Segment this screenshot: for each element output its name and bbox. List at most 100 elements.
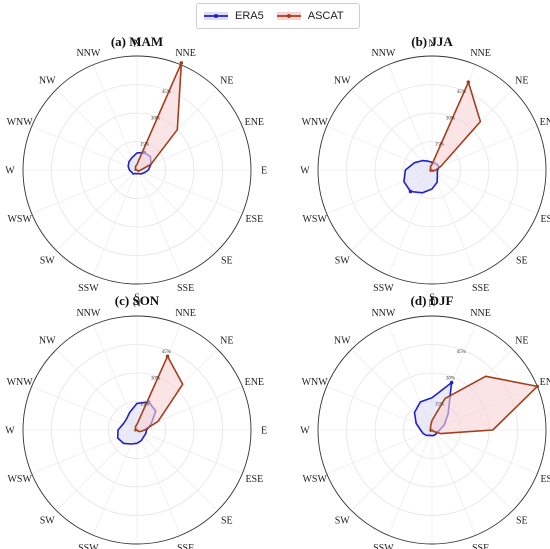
direction-label-n: N xyxy=(428,39,435,50)
direction-label-nnw: NNW xyxy=(76,48,100,59)
direction-label-nw: NW xyxy=(39,336,56,347)
direction-label-ese: ESE xyxy=(245,474,263,485)
direction-label-nne: NNE xyxy=(470,48,491,59)
panel-title: (a) MAM xyxy=(111,34,163,49)
spoke-5 xyxy=(431,429,538,474)
ring-label-2: 45% xyxy=(162,350,171,355)
direction-label-se: SE xyxy=(516,255,528,266)
direction-label-wsw: WSW xyxy=(302,214,327,225)
direction-label-ne: NE xyxy=(515,76,528,87)
direction-label-ese: ESE xyxy=(245,214,263,225)
direction-label-nne: NNE xyxy=(470,308,491,319)
spoke-3 xyxy=(431,126,538,171)
marker-ascat xyxy=(179,61,184,65)
direction-label-e: E xyxy=(261,426,267,437)
direction-label-e: E xyxy=(261,166,267,177)
direction-label-ssw: SSW xyxy=(78,283,99,294)
spoke-15 xyxy=(388,64,433,171)
marker-ascat xyxy=(535,384,540,389)
spoke-5 xyxy=(136,169,243,214)
spoke-13 xyxy=(326,386,433,431)
ring-label-0: 15% xyxy=(140,403,149,408)
spoke-5 xyxy=(136,429,243,474)
series-ascat xyxy=(134,62,183,173)
direction-label-sw: SW xyxy=(40,515,56,526)
ring-label-2: 45% xyxy=(162,90,171,95)
spoke-6 xyxy=(136,169,218,251)
direction-label-nnw: NNW xyxy=(371,48,395,59)
direction-label-ene: ENE xyxy=(540,377,550,388)
spoke-13 xyxy=(31,126,138,171)
direction-label-w: W xyxy=(5,426,15,437)
ring-label-1: 30% xyxy=(151,116,160,121)
direction-label-n: N xyxy=(428,299,435,310)
ring-label-0: 15% xyxy=(140,143,149,148)
direction-label-wsw: WSW xyxy=(302,474,327,485)
legend: ERA5 ASCAT xyxy=(196,3,360,29)
direction-label-sse: SSE xyxy=(472,543,489,549)
ring-label-2: 45% xyxy=(457,350,466,355)
direction-label-nnw: NNW xyxy=(76,308,100,319)
ring-label-1: 30% xyxy=(151,376,160,381)
direction-label-nnw: NNW xyxy=(371,308,395,319)
spoke-6 xyxy=(431,429,513,511)
ring-label-0: 15% xyxy=(435,403,444,408)
direction-label-ene: ENE xyxy=(245,117,264,128)
direction-label-w: W xyxy=(300,166,310,177)
spoke-11 xyxy=(326,429,433,474)
direction-label-nw: NW xyxy=(39,76,56,87)
spoke-6 xyxy=(431,169,513,251)
direction-label-ssw: SSW xyxy=(78,543,99,549)
panel-2: 15% 30% 45% N NNE NE ENE E ESE SE SSE S SSW SW WSW W WNW… xyxy=(5,293,267,549)
ring-label-1: 30% xyxy=(446,376,455,381)
spoke-5 xyxy=(431,169,538,214)
direction-label-s: S xyxy=(134,293,140,304)
direction-label-nw: NW xyxy=(334,76,351,87)
series-ascat xyxy=(134,355,184,433)
series-ascat xyxy=(429,375,539,435)
direction-label-nw: NW xyxy=(334,336,351,347)
spoke-7 xyxy=(431,169,476,276)
direction-label-nne: NNE xyxy=(175,308,196,319)
direction-label-wnw: WNW xyxy=(7,117,34,128)
direction-label-sse: SSE xyxy=(472,283,489,294)
direction-label-wsw: WSW xyxy=(7,474,32,485)
spoke-13 xyxy=(31,386,138,431)
spoke-9 xyxy=(93,169,138,276)
marker-era5 xyxy=(408,189,413,194)
direction-label-sw: SW xyxy=(335,255,351,266)
panel-3: 15%30%45%NNNENEENEEESESESSESSSWSWWSWWWNW… xyxy=(300,293,550,549)
direction-label-n: N xyxy=(133,39,140,50)
direction-label-ese: ESE xyxy=(540,474,550,485)
direction-label-sw: SW xyxy=(335,515,351,526)
outer-circle xyxy=(22,315,252,545)
spoke-3 xyxy=(136,126,243,171)
direction-label-wnw: WNW xyxy=(302,377,329,388)
direction-label-ssw: SSW xyxy=(373,283,394,294)
spoke-7 xyxy=(136,429,181,536)
spoke-10 xyxy=(351,429,433,511)
direction-label-sse: SSE xyxy=(177,543,194,549)
outer-circle xyxy=(317,55,547,285)
direction-label-wnw: WNW xyxy=(302,117,329,128)
legend-swatch-era5 xyxy=(204,12,228,20)
spoke-9 xyxy=(93,429,138,536)
direction-label-ne: NE xyxy=(220,336,233,347)
outer-circle xyxy=(22,55,252,285)
legend-swatch-ascat xyxy=(276,12,301,20)
direction-label-n: N xyxy=(133,299,140,310)
spoke-11 xyxy=(31,169,138,214)
ring-label-0: 15% xyxy=(435,143,444,148)
direction-label-sse: SSE xyxy=(177,283,194,294)
legend-label-ascat: ASCAT xyxy=(307,10,344,22)
direction-label-wsw: WSW xyxy=(7,214,32,225)
panel-title: (d) DJF xyxy=(411,293,454,308)
legend-item-ascat: ASCAT xyxy=(276,10,344,22)
spoke-14 xyxy=(56,89,138,171)
direction-label-se: SE xyxy=(221,255,233,266)
spoke-6 xyxy=(136,429,218,511)
spoke-15 xyxy=(93,64,138,171)
ring-label-2: 45% xyxy=(457,90,466,95)
series-ascat xyxy=(429,81,482,173)
